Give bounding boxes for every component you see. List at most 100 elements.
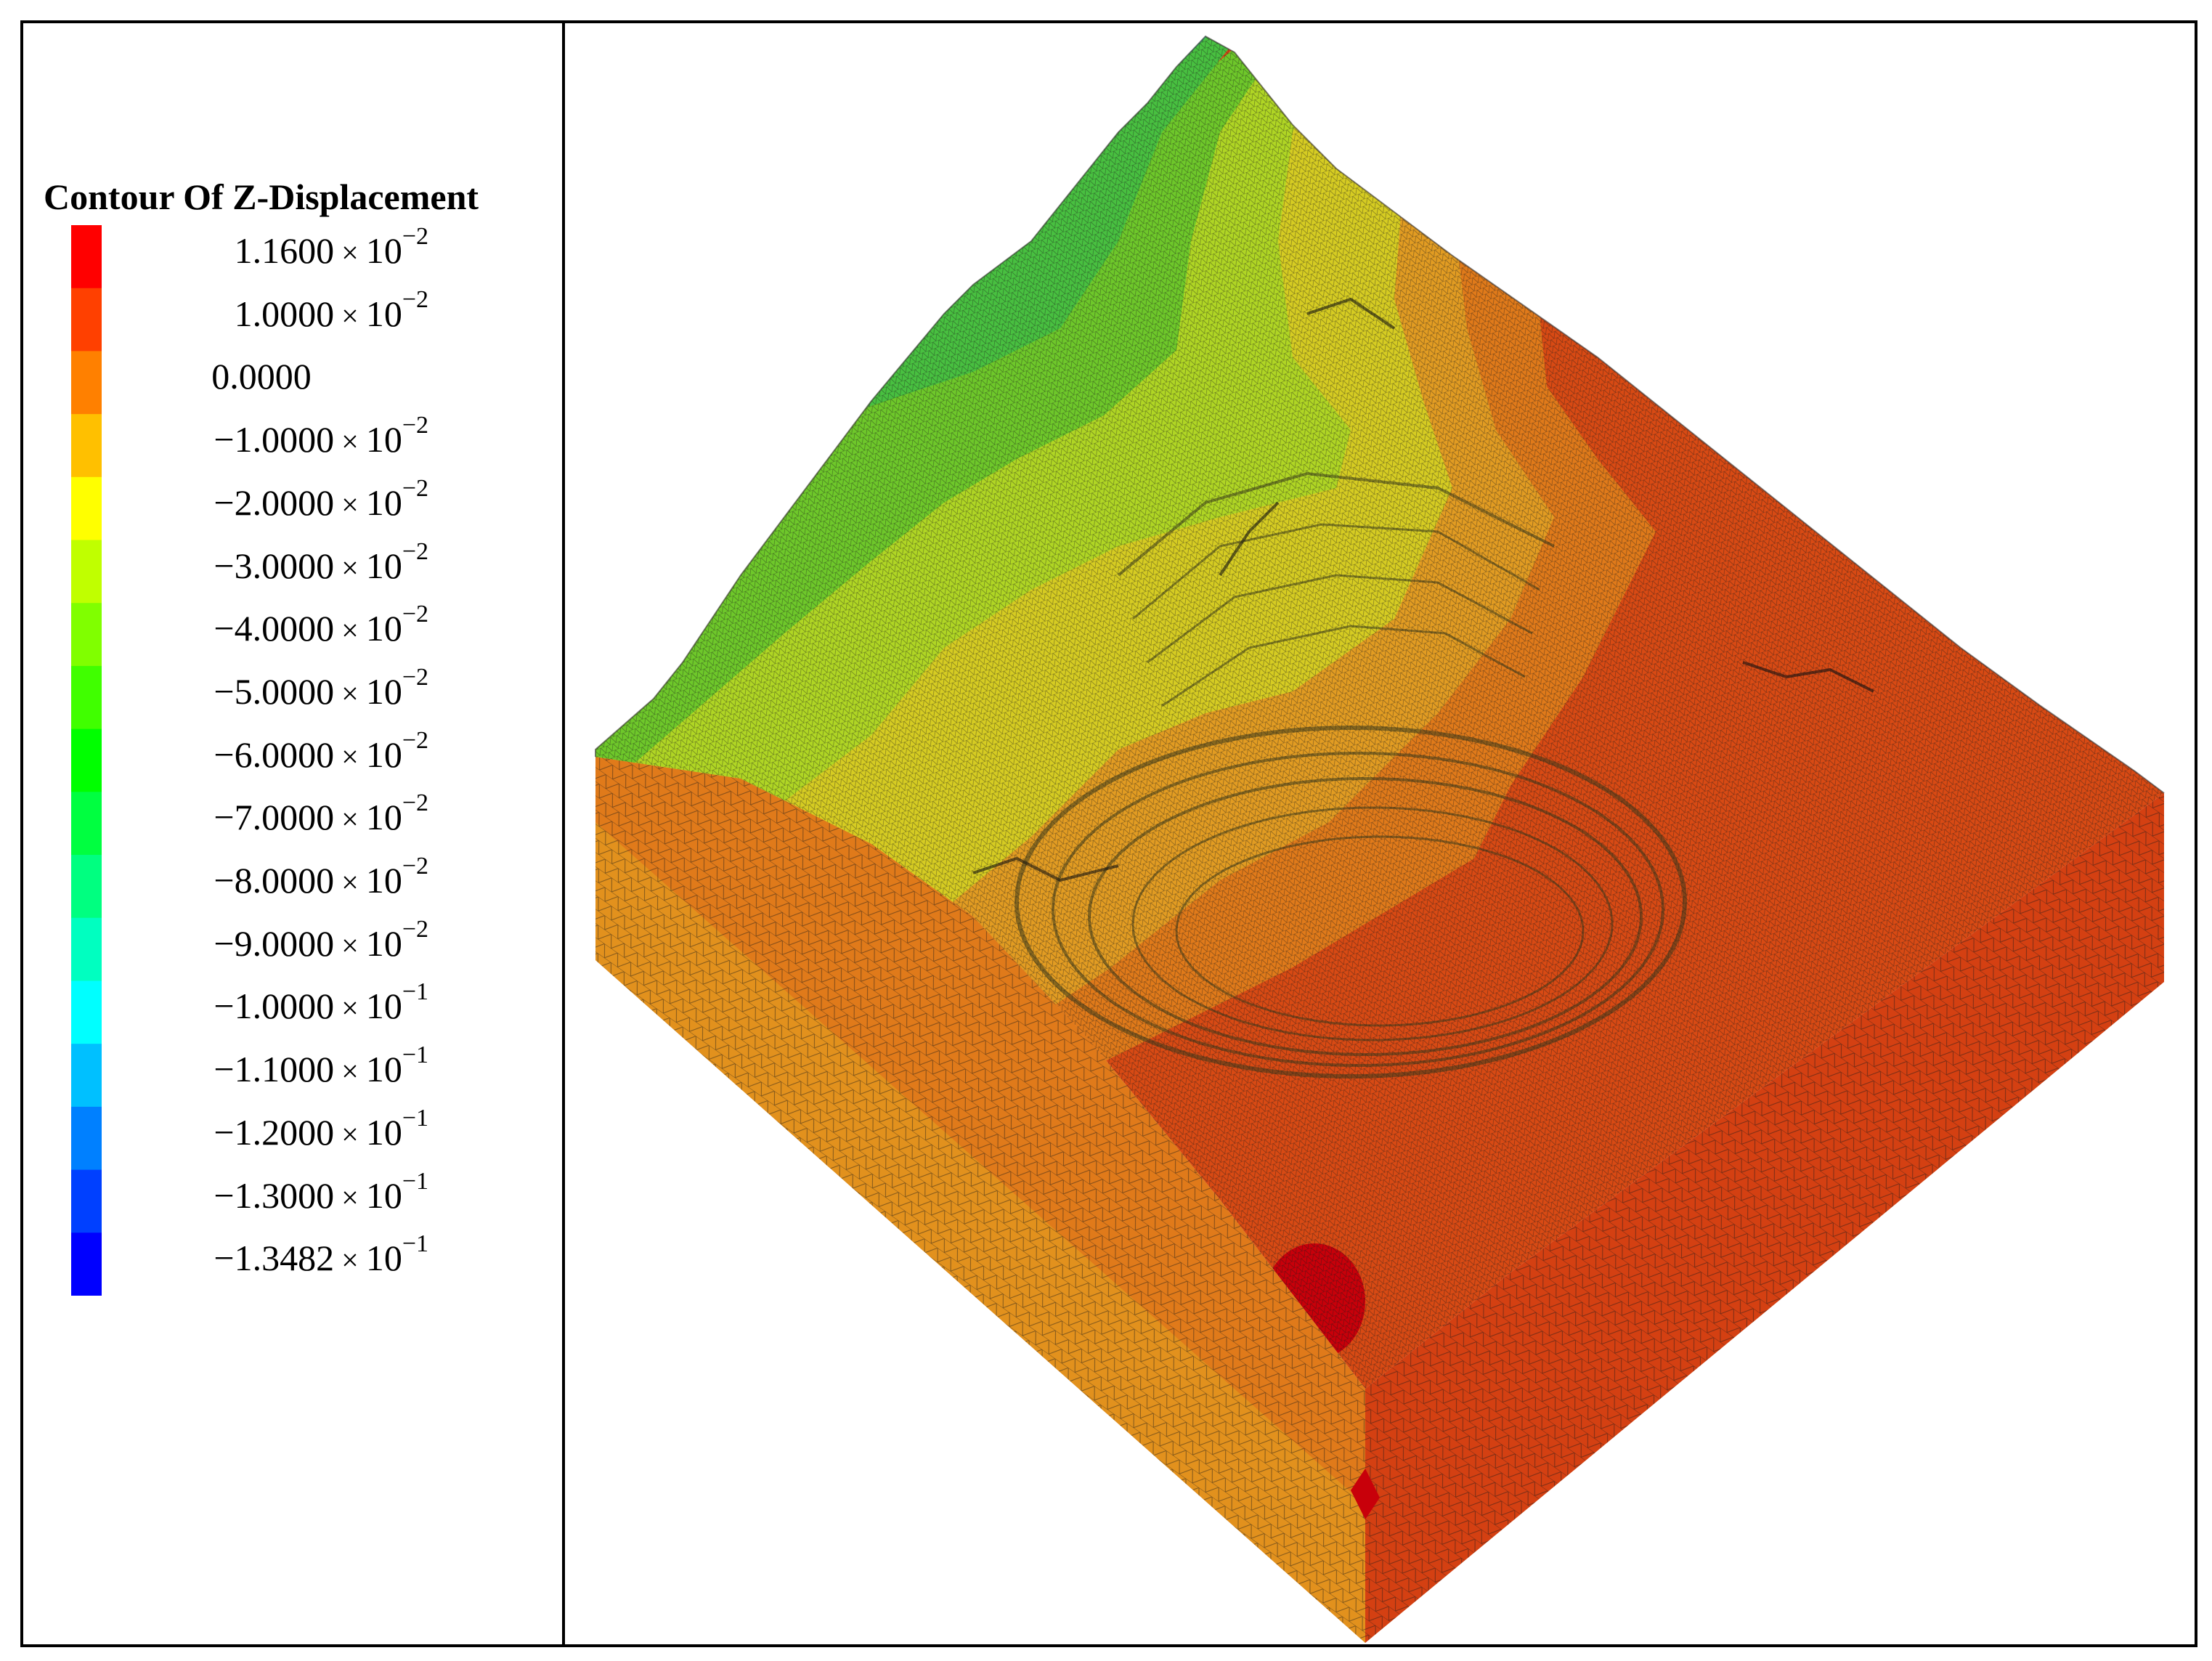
- tick-base: 10: [365, 670, 402, 712]
- colorbar-segment: [71, 792, 102, 856]
- colorbar-segment: [71, 540, 102, 604]
- tick-exponent: −2: [402, 412, 428, 439]
- tick-mantissa: 1.0000: [234, 293, 335, 334]
- tick-exponent: −1: [402, 1167, 428, 1195]
- colorbar-segment: [71, 603, 102, 667]
- legend-tick-label: −7.0000 × 10−2: [123, 788, 428, 846]
- tick-base: 10: [365, 986, 402, 1027]
- colorbar-segment: [71, 980, 102, 1044]
- legend-tick-label: −5.0000 × 10−2: [123, 662, 428, 720]
- tick-base: 10: [365, 293, 402, 334]
- legend-tick-label: −8.0000 × 10−2: [123, 851, 428, 909]
- tick-mantissa: −6.0000: [214, 734, 335, 775]
- colorbar-segment: [71, 288, 102, 352]
- times-symbol: ×: [341, 929, 359, 963]
- times-symbol: ×: [341, 551, 359, 585]
- times-symbol: ×: [341, 1118, 359, 1152]
- tick-mantissa: −4.0000: [214, 608, 335, 649]
- tick-mantissa: −1.0000: [214, 419, 335, 460]
- times-symbol: ×: [341, 1181, 359, 1215]
- tick-exponent: −2: [402, 789, 428, 817]
- times-symbol: ×: [341, 677, 359, 711]
- tick-mantissa: −1.0000: [214, 986, 335, 1027]
- colorbar-segment: [71, 1044, 102, 1108]
- times-symbol: ×: [341, 299, 359, 333]
- tick-exponent: −2: [402, 537, 428, 565]
- tick-base: 10: [365, 608, 402, 649]
- legend-tick-label: −1.0000 × 10−2: [123, 410, 428, 468]
- legend-title: Contour Of Z-Displacement: [44, 176, 479, 217]
- tick-exponent: −2: [402, 601, 428, 628]
- tick-exponent: −1: [402, 978, 428, 1006]
- tick-mantissa: −1.3482: [214, 1238, 335, 1279]
- legend-tick-label: −2.0000 × 10−2: [123, 474, 428, 532]
- tick-exponent: −2: [402, 285, 428, 313]
- tick-exponent: −2: [402, 223, 428, 250]
- tick-mantissa: −1.3000: [214, 1174, 335, 1216]
- mesh-model-view: [595, 35, 2165, 1643]
- tick-exponent: −1: [402, 1104, 428, 1132]
- tick-mantissa: −3.0000: [214, 545, 335, 586]
- tick-exponent: −1: [402, 1230, 428, 1258]
- legend-tick-label: 0.0000: [145, 347, 378, 405]
- tick-exponent: −1: [402, 1041, 428, 1069]
- legend-tick-label: −6.0000 × 10−2: [123, 726, 428, 784]
- colorbar-segment: [71, 917, 102, 981]
- tick-exponent: −2: [402, 726, 428, 754]
- tick-base: 10: [365, 1111, 402, 1153]
- legend-tick-label: −1.3482 × 10−1: [123, 1229, 428, 1287]
- tick-base: 10: [365, 1049, 402, 1090]
- legend-tick-label: −3.0000 × 10−2: [123, 537, 428, 595]
- times-symbol: ×: [341, 803, 359, 837]
- tick-base: 10: [365, 797, 402, 838]
- tick-mantissa: −2.0000: [214, 482, 335, 523]
- times-symbol: ×: [341, 866, 359, 901]
- times-symbol: ×: [341, 1244, 359, 1278]
- times-symbol: ×: [341, 614, 359, 649]
- legend-tick-label: −9.0000 × 10−2: [123, 914, 428, 972]
- times-symbol: ×: [341, 237, 359, 270]
- tick-exponent: −2: [402, 853, 428, 880]
- tick-exponent: −2: [402, 915, 428, 943]
- tick-base: 10: [365, 230, 402, 271]
- colorbar-segment: [71, 1232, 102, 1296]
- legend-tick-label: −4.0000 × 10−2: [123, 599, 428, 657]
- figure-frame: [20, 20, 2197, 1647]
- tick-base: 10: [365, 1174, 402, 1216]
- colorbar-segment: [71, 1106, 102, 1171]
- model-corner-hotspot: [1351, 1469, 1380, 1519]
- tick-mantissa: −1.1000: [214, 1049, 335, 1090]
- colorbar-segment: [71, 225, 102, 289]
- colorbar-segment: [71, 855, 102, 919]
- model-left-side-mesh: [595, 757, 1365, 1643]
- times-symbol: ×: [341, 992, 359, 1026]
- tick-base: 10: [365, 734, 402, 775]
- tick-exponent: −2: [402, 474, 428, 502]
- legend-tick-label: −1.3000 × 10−1: [123, 1166, 428, 1225]
- tick-base: 10: [365, 545, 402, 586]
- tick-mantissa: −8.0000: [214, 860, 335, 901]
- tick-base: 10: [365, 860, 402, 901]
- times-symbol: ×: [341, 1055, 359, 1089]
- tick-mantissa: −5.0000: [214, 670, 335, 712]
- tick-base: 10: [365, 1238, 402, 1279]
- tick-mantissa: 0.0000: [211, 356, 312, 397]
- tick-mantissa: −1.2000: [214, 1111, 335, 1153]
- times-symbol: ×: [341, 740, 359, 774]
- tick-exponent: −2: [402, 663, 428, 691]
- colorbar: [71, 225, 102, 1296]
- tick-mantissa: −9.0000: [214, 922, 335, 964]
- tick-mantissa: −7.0000: [214, 797, 335, 838]
- times-symbol: ×: [341, 488, 359, 522]
- colorbar-segment: [71, 665, 102, 730]
- legend-tick-label: 1.1600 × 10−2: [123, 222, 428, 280]
- colorbar-segment: [71, 414, 102, 478]
- colorbar-segment: [71, 728, 102, 792]
- legend-tick-label: 1.0000 × 10−2: [123, 285, 428, 343]
- times-symbol: ×: [341, 426, 359, 460]
- colorbar-segment: [71, 476, 102, 541]
- legend-tick-label: −1.2000 × 10−1: [123, 1103, 428, 1161]
- tick-base: 10: [365, 482, 402, 523]
- tick-base: 10: [365, 922, 402, 964]
- legend-tick-label: −1.0000 × 10−1: [123, 977, 428, 1035]
